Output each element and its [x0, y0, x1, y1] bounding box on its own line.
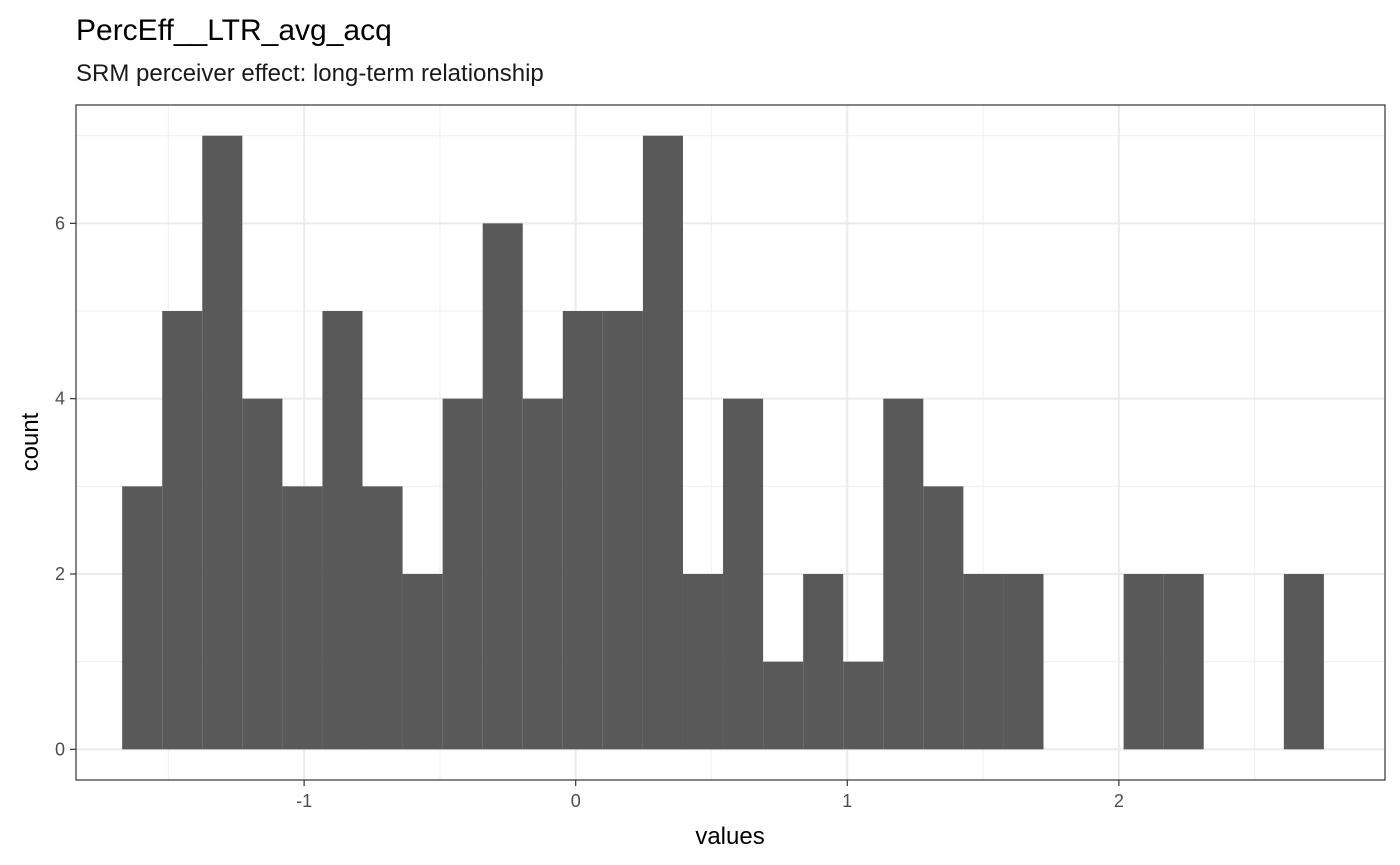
chart-title: PercEff__LTR_avg_acq [76, 14, 392, 47]
histogram-bar [602, 311, 643, 750]
histogram-bar [843, 661, 884, 750]
y-axis-title: count [17, 412, 44, 471]
histogram-bar [202, 135, 243, 750]
histogram-bar [522, 398, 563, 750]
histogram-bar [682, 573, 724, 750]
histogram-bar [883, 398, 924, 750]
y-axis: 0 2 4 6 [55, 213, 76, 759]
y-tick-label: 0 [55, 739, 65, 759]
histogram-bar [362, 486, 403, 750]
histogram-bar [1003, 573, 1044, 750]
x-axis-title: values [695, 823, 764, 850]
histogram-bar [282, 486, 323, 750]
histogram-bar [122, 486, 163, 750]
x-tick-label: -1 [296, 791, 312, 811]
y-tick-label: 6 [55, 213, 65, 233]
histogram-bar [162, 311, 203, 750]
histogram-bar [642, 135, 683, 750]
x-tick-label: 2 [1114, 791, 1124, 811]
chart-subtitle: SRM perceiver effect: long-term relation… [76, 60, 544, 87]
histogram-bar [803, 573, 844, 750]
plot-panel-border [75, 104, 1386, 781]
histogram-bar [322, 311, 363, 750]
y-tick-label: 4 [55, 389, 65, 409]
histogram-bar [1163, 573, 1204, 750]
histogram-bar [723, 398, 764, 750]
histogram-bar [562, 311, 603, 750]
histogram-bar [402, 573, 443, 750]
x-tick-label: 0 [571, 791, 581, 811]
histogram-bar [442, 398, 483, 750]
histogram-bar [482, 223, 523, 750]
histogram-bar [963, 573, 1004, 750]
histogram-bar [763, 661, 804, 750]
x-tick-label: 1 [842, 791, 852, 811]
histogram-bar [242, 398, 283, 750]
histogram-bar [1283, 573, 1324, 750]
x-axis: -1 0 1 2 [296, 780, 1124, 811]
y-tick-label: 2 [55, 564, 65, 584]
histogram-bar [923, 486, 964, 750]
histogram-bars [122, 135, 1324, 750]
histogram-bar [1123, 573, 1164, 750]
